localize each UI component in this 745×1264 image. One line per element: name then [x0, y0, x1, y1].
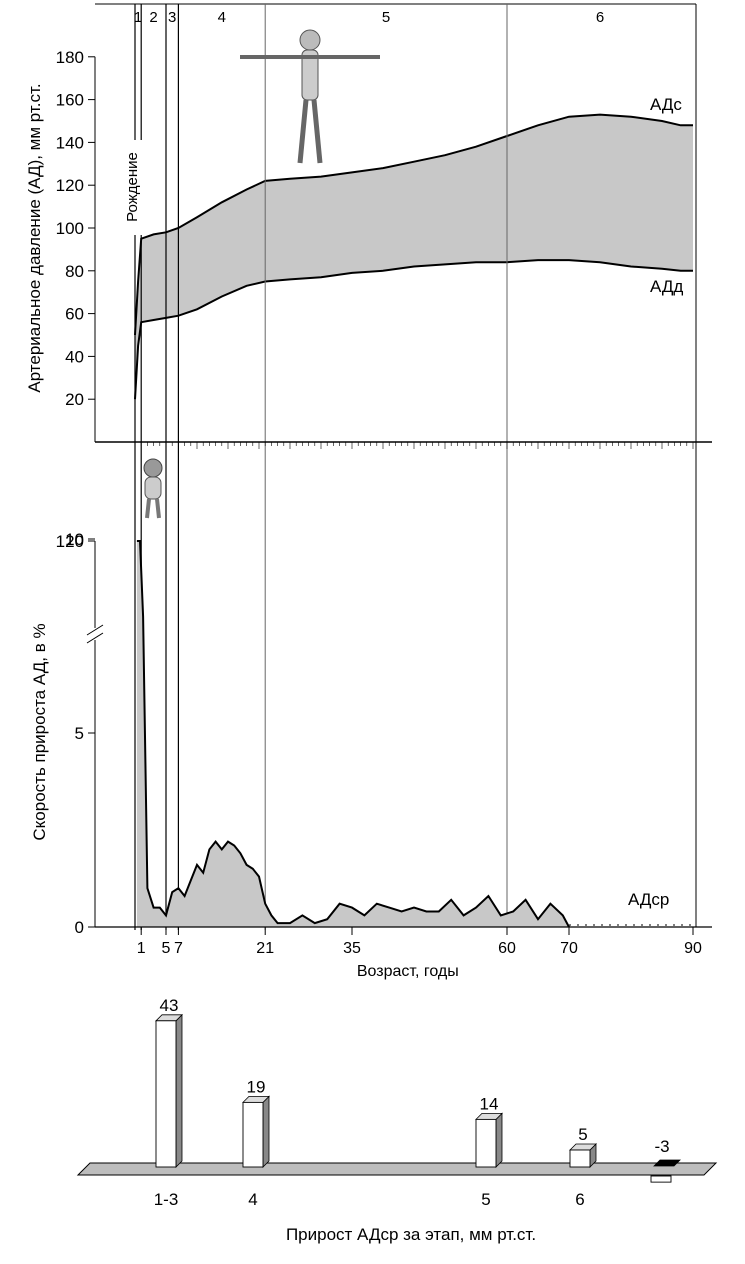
y-tick-label: 160: [56, 91, 84, 110]
bar-category-label: 1-3: [154, 1190, 179, 1209]
infant-head: [143, 458, 163, 478]
adult-leg-right: [311, 99, 323, 164]
infant-leg-right: [155, 498, 161, 519]
bar-value-label: 5: [578, 1125, 587, 1144]
y-axis-label: Артериальное давление (АД), мм рт.ст.: [25, 83, 44, 392]
y-tick-label: 140: [56, 133, 84, 152]
adult-leg-left: [297, 99, 309, 164]
x-tick-label: 35: [343, 940, 361, 957]
y-tick-label: 40: [65, 347, 84, 366]
mid-y-axis-label: Скорость прироста АД, в %: [30, 623, 49, 840]
growth-rate-line: [136, 540, 570, 928]
y-tick-label: 60: [65, 305, 84, 324]
bar-category-label: 4: [248, 1190, 257, 1209]
bar-group: -3: [650, 1137, 681, 1183]
systolic-series-label: АДс: [650, 95, 682, 114]
bar-chart-x-label: Прирост АДср за этап, мм рт.ст.: [286, 1225, 536, 1244]
bar-group: 56: [569, 1125, 597, 1209]
bar-side: [262, 1095, 270, 1168]
bar: [242, 1101, 264, 1168]
x-tick-label: 60: [498, 940, 516, 957]
birth-annotation: Рождение: [124, 152, 141, 222]
bar: [155, 1020, 177, 1168]
bar-group: 43 1-3: [154, 996, 183, 1209]
infant-torso: [144, 476, 162, 500]
pressure-band-area: [135, 114, 693, 400]
x-tick-label: 70: [560, 940, 578, 957]
stage-label: 6: [596, 9, 604, 26]
x-tick-label: 21: [256, 940, 274, 957]
bar-platform: [76, 1162, 718, 1176]
x-axis-label: Возраст, годы: [357, 963, 459, 980]
bar-side: [495, 1112, 503, 1168]
y-tick-label: 80: [65, 262, 84, 281]
mid-y-tick-label: 0: [75, 918, 84, 937]
mean-series-label: АДср: [628, 890, 669, 909]
stage-label: 2: [149, 9, 157, 26]
y-tick-label: 120: [56, 176, 84, 195]
stage-label: 4: [218, 9, 226, 26]
bar-value-label: 43: [160, 996, 179, 1015]
y-tick-label: 20: [65, 390, 84, 409]
bar-category-label: 5: [481, 1190, 490, 1209]
mid-y-tick-label: 120: [56, 532, 84, 551]
bar: [650, 1175, 672, 1183]
stage-label: 1: [134, 9, 142, 26]
birth-label-bg: [122, 140, 142, 235]
bar-value-label: 14: [480, 1094, 499, 1113]
bar: [475, 1118, 497, 1168]
bar-group: 14 5: [475, 1094, 503, 1209]
x-tick-label: 90: [684, 940, 702, 957]
y-tick-label: 100: [56, 219, 84, 238]
axis-break-gap: [88, 628, 102, 640]
x-tick-label: 5: [162, 940, 171, 957]
stage-label: 3: [168, 9, 176, 26]
mid-y-tick-label: 5: [75, 724, 84, 743]
bar-category-label: 6: [575, 1190, 584, 1209]
bar-value-label: 19: [247, 1077, 266, 1096]
adult-head: [299, 29, 321, 51]
infant-figure-icon: [143, 458, 163, 519]
diastolic-series-label: АДд: [650, 277, 683, 296]
bar: [569, 1149, 591, 1168]
adult-figure-icon: [240, 29, 380, 164]
stage-label: 5: [382, 9, 390, 26]
bar-group: 19 4: [242, 1077, 270, 1209]
bar-value-label: -3: [654, 1137, 669, 1156]
adult-torso: [301, 49, 319, 101]
mid-y-tick-label: 10: [65, 530, 84, 549]
blood-pressure-chart: 20 40 60 80 100 120 140 160 180 Артериальное давл…: [25, 3, 712, 930]
y-tick-label: 180: [56, 48, 84, 67]
bar-side: [175, 1013, 183, 1168]
x-tick-label: 1: [137, 940, 146, 957]
growth-rate-area: [136, 541, 569, 927]
x-tick-label: 7: [174, 940, 183, 957]
axis-break-mark: [86, 624, 104, 636]
infant-leg-left: [145, 498, 151, 519]
bar-top: [653, 1159, 681, 1167]
axis-break-mark: [86, 632, 104, 644]
